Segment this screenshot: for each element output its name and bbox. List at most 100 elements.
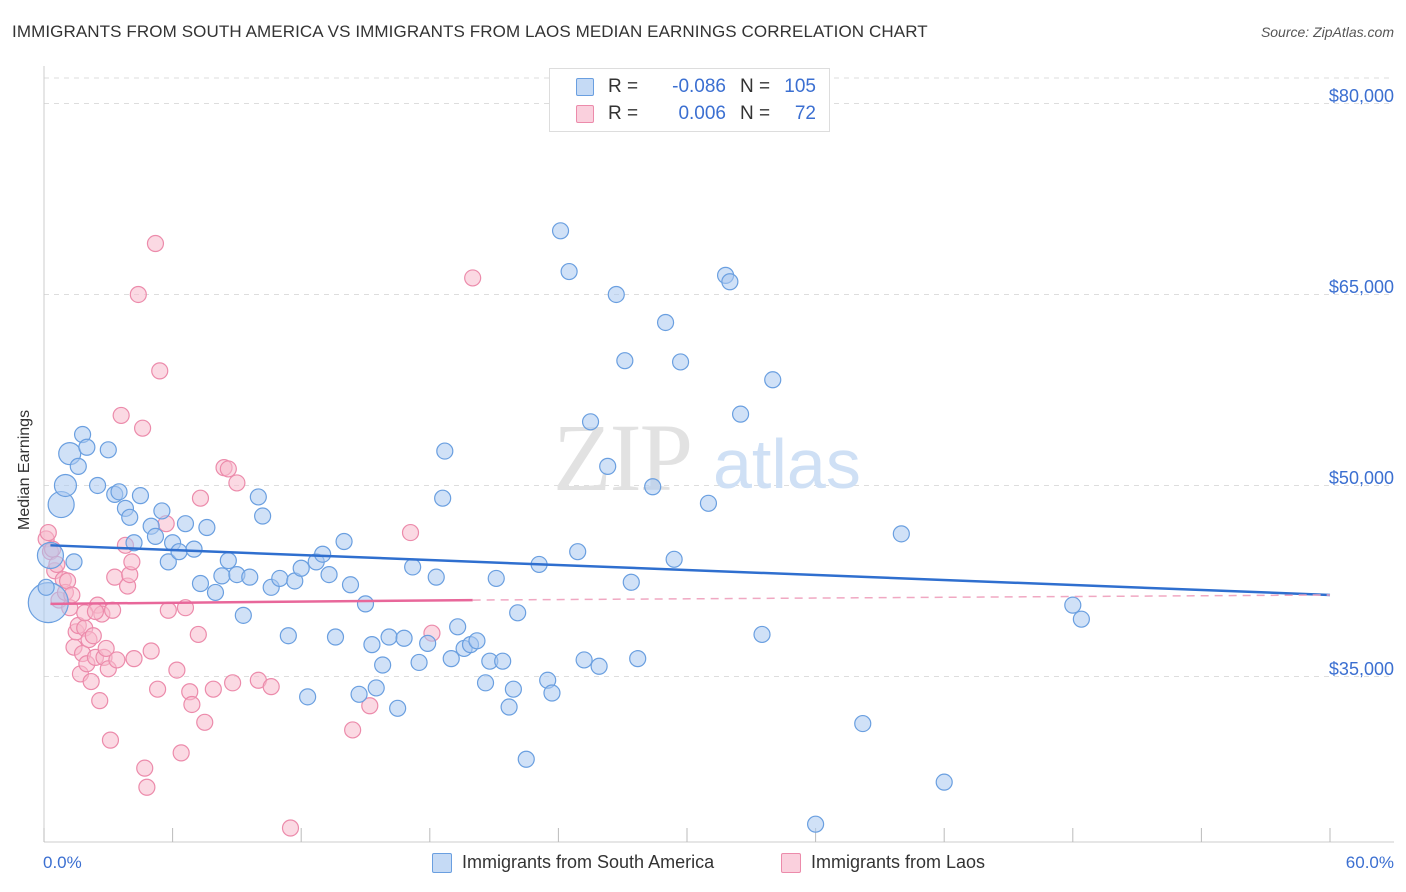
south-america-point: [219, 551, 237, 570]
legend-swatch-blue: [576, 78, 594, 96]
laos-point: [168, 661, 186, 679]
south-america-point: [159, 553, 177, 571]
laos-point: [136, 759, 154, 777]
south-america-point: [892, 525, 910, 543]
laos-point: [191, 489, 210, 507]
south-america-point: [468, 632, 486, 650]
south-america-point: [1064, 596, 1082, 614]
south-america-point: [65, 553, 83, 571]
trend-line-laos: [50, 598, 473, 606]
south-america-point: [99, 441, 117, 459]
south-america-point: [569, 543, 587, 561]
laos-point: [142, 642, 160, 660]
south-america-point: [404, 558, 422, 576]
south-america-point: [806, 815, 825, 833]
south-america-point: [121, 508, 139, 526]
laos-point: [97, 639, 115, 658]
south-america-point: [1072, 610, 1090, 628]
laos-point: [401, 523, 420, 542]
laos-point: [281, 819, 300, 837]
series-laos-points: [37, 234, 482, 837]
laos-point: [196, 713, 214, 731]
south-america-point: [442, 650, 460, 668]
south-america-point: [36, 541, 65, 570]
south-america-point: [395, 629, 413, 647]
laos-point: [189, 625, 207, 644]
laos-point: [84, 627, 102, 645]
watermark: ZIP atlas: [553, 404, 861, 511]
south-america-point: [88, 476, 107, 495]
south-america-point: [131, 487, 150, 505]
watermark-atlas: atlas: [713, 425, 861, 503]
south-america-point: [234, 606, 252, 624]
legend-n-label: N =: [740, 76, 771, 97]
south-america-point: [517, 750, 535, 768]
south-america-point: [363, 636, 381, 654]
south-america-point: [764, 371, 782, 389]
south-america-point: [644, 478, 662, 496]
trend-line-laos-extension: [472, 594, 1331, 601]
laos-point: [224, 674, 242, 692]
south-america-point: [935, 773, 953, 791]
south-america-point: [198, 518, 216, 537]
series-south-america-points: [27, 222, 1090, 833]
laos-point: [159, 601, 177, 619]
watermark-zip: ZIP: [553, 404, 691, 511]
south-america-point: [616, 352, 634, 370]
south-america-point: [110, 483, 128, 501]
y-tick-label-35000: $35,000: [1328, 659, 1394, 679]
south-america-point: [427, 568, 445, 586]
laos-point: [86, 602, 105, 621]
south-america-point: [854, 714, 872, 733]
bottom-legend-label: Immigrants from Laos: [811, 852, 986, 872]
legend-n-value: 105: [784, 76, 816, 97]
y-tick-label-65000: $65,000: [1328, 277, 1394, 297]
laos-point: [138, 778, 156, 796]
laos-point: [148, 680, 167, 698]
south-america-point: [665, 550, 683, 568]
south-america-point: [410, 653, 428, 672]
south-america-point: [299, 688, 317, 706]
south-america-point: [213, 567, 231, 585]
south-america-point: [656, 313, 675, 332]
legend-r-label: R =: [608, 103, 639, 124]
south-america-point: [206, 583, 225, 602]
laos-point: [219, 460, 237, 478]
south-america-point: [581, 413, 600, 431]
south-america-point: [487, 569, 505, 588]
south-america-point: [125, 534, 143, 552]
laos-point: [172, 744, 190, 762]
south-america-point: [504, 680, 522, 698]
laos-point: [133, 419, 152, 437]
south-america-point: [509, 604, 527, 622]
south-america-point: [254, 507, 272, 525]
south-america-point: [699, 494, 718, 512]
south-america-point: [153, 502, 171, 520]
south-america-point: [69, 457, 87, 475]
laos-point: [125, 650, 143, 668]
legend-r-value: -0.086: [672, 76, 726, 97]
south-america-point: [191, 574, 210, 593]
axes: [43, 66, 1394, 843]
south-america-point: [721, 273, 739, 291]
south-america-point: [476, 674, 495, 692]
legend-n-value: 72: [794, 103, 816, 124]
south-america-point: [380, 628, 398, 646]
south-america-point: [599, 457, 617, 475]
y-axis-label: Median Earnings: [16, 409, 33, 530]
south-america-point: [551, 222, 570, 240]
bottom-legend-south-america: Immigrants from South America: [432, 852, 714, 873]
source-label: Source: ZipAtlas.com: [1260, 24, 1394, 40]
laos-point: [91, 692, 109, 710]
south-america-point: [753, 625, 771, 644]
south-america-point: [292, 559, 310, 577]
legend-r-label: R =: [608, 76, 639, 97]
south-america-point: [326, 628, 345, 646]
laos-point: [146, 234, 165, 253]
south-america-point: [607, 285, 625, 304]
south-america-point: [500, 698, 518, 716]
south-america-point: [419, 634, 437, 652]
trend-line-south-america: [50, 544, 1331, 597]
laos-point: [344, 721, 362, 739]
laos-point: [112, 406, 130, 425]
